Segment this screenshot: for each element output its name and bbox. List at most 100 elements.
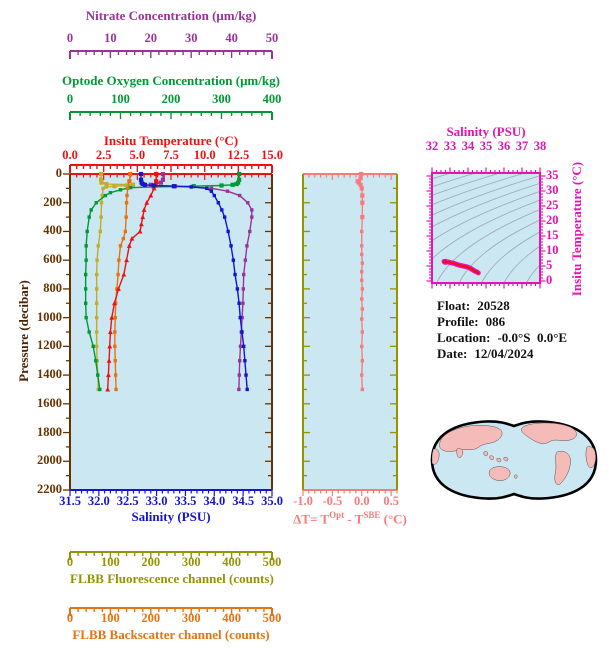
tick-label: 10	[546, 243, 559, 257]
marker-triangle	[151, 185, 157, 191]
marker-square	[360, 252, 364, 257]
ts-curve	[442, 260, 480, 275]
marker-square	[104, 185, 109, 189]
ts-salinity-axis-title: Salinity (PSU)	[446, 124, 526, 139]
marker-triangle	[121, 271, 127, 277]
tick-label: 31.5	[59, 494, 81, 508]
tick-label: 500	[262, 611, 282, 625]
series-line-red	[107, 174, 157, 390]
marker-square	[360, 278, 364, 282]
marker-square	[96, 244, 100, 248]
temperature-axis-group	[69, 164, 273, 173]
marker-square	[94, 272, 99, 277]
marker-square	[91, 344, 95, 349]
marker-square	[94, 315, 99, 320]
marker-square	[83, 287, 88, 291]
marker-square	[243, 258, 248, 262]
float-info-line: Location: -0.0°S 0.0°E	[437, 330, 567, 346]
float-value: 20528	[477, 298, 510, 313]
marker-square	[356, 180, 361, 185]
marker-square	[160, 177, 166, 182]
marker-square	[248, 229, 252, 234]
marker-square	[241, 287, 246, 291]
temperature-axis-title: Insitu Temperature (°C)	[103, 133, 239, 148]
landmass-eurasia	[439, 425, 503, 452]
marker-square	[118, 244, 123, 248]
tick-label: 37	[515, 139, 529, 153]
salinity-axis-title: Salinity (PSU)	[131, 509, 211, 524]
temperature-axis	[69, 164, 273, 173]
marker-triangle	[106, 358, 112, 363]
tick-label: 1600	[37, 395, 62, 410]
marker-square	[209, 189, 214, 193]
landmass-seasia-4	[503, 457, 509, 462]
delta-t-plot	[302, 171, 398, 496]
marker-square	[216, 201, 221, 205]
tick-label: 300	[181, 555, 201, 569]
marker-square	[101, 186, 105, 191]
tick-label: 30	[184, 31, 198, 45]
marker-square	[360, 317, 364, 321]
profile-label: Profile:	[437, 314, 479, 329]
tick-label: 33	[443, 139, 457, 153]
marker-square	[242, 272, 246, 277]
marker-triangle	[109, 315, 115, 320]
isopycnal-line	[503, 245, 540, 283]
tick-label: 50	[265, 31, 279, 45]
tick-label: 32.5	[116, 494, 139, 508]
landmass-seasia-2	[489, 455, 495, 461]
profile-value: 086	[485, 314, 506, 329]
marker-square	[222, 215, 227, 219]
tick-label: 300	[181, 611, 201, 625]
tick-label: -0.5	[322, 494, 343, 508]
marker-square	[113, 359, 117, 363]
marker-square	[360, 330, 365, 334]
tick-label: 100	[101, 555, 120, 569]
float-label: Float:	[437, 298, 471, 313]
marker-square	[240, 330, 244, 334]
marker-square	[246, 201, 250, 205]
marker-square	[99, 201, 104, 205]
backscatter-axis-group	[69, 607, 273, 616]
tick-label: 0	[66, 31, 74, 45]
marker-square	[118, 188, 123, 192]
marker-square	[360, 359, 365, 363]
tick-label: 800	[43, 280, 62, 295]
marker-square	[360, 307, 365, 311]
marker-square	[360, 244, 364, 248]
marker-square	[138, 177, 144, 182]
marker-square	[158, 180, 163, 185]
marker-square	[358, 176, 363, 181]
main-profile-plot	[63, 171, 273, 496]
marker-square	[83, 272, 88, 277]
marker-square	[244, 373, 248, 377]
marker-square	[360, 193, 365, 198]
marker-square	[220, 208, 224, 212]
plot-background	[70, 174, 272, 490]
marker-square	[230, 182, 235, 187]
marker-square	[250, 208, 254, 212]
marker-square	[360, 200, 365, 205]
marker-triangle	[105, 386, 111, 392]
marker-square	[114, 387, 118, 392]
marker-square	[84, 244, 88, 248]
marker-square	[96, 373, 100, 377]
marker-square	[117, 258, 121, 262]
tick-label: 5.0	[129, 148, 146, 162]
tick-label: 0	[66, 555, 74, 569]
marker-square	[234, 181, 239, 187]
tick-label: 2.5	[95, 148, 112, 162]
marker-square	[250, 215, 254, 219]
marker-square	[103, 193, 108, 198]
marker-square	[95, 258, 99, 262]
marker-square	[237, 387, 241, 392]
marker-square	[116, 272, 120, 277]
marker-square	[94, 201, 98, 205]
marker-square	[142, 182, 148, 187]
marker-square	[235, 287, 240, 291]
marker-square	[360, 287, 365, 291]
nitrate-axis-title: Nitrate Concentration (μm/kg)	[85, 8, 257, 23]
tick-label: 400	[222, 555, 241, 569]
tick-label: 0.5	[383, 494, 399, 508]
